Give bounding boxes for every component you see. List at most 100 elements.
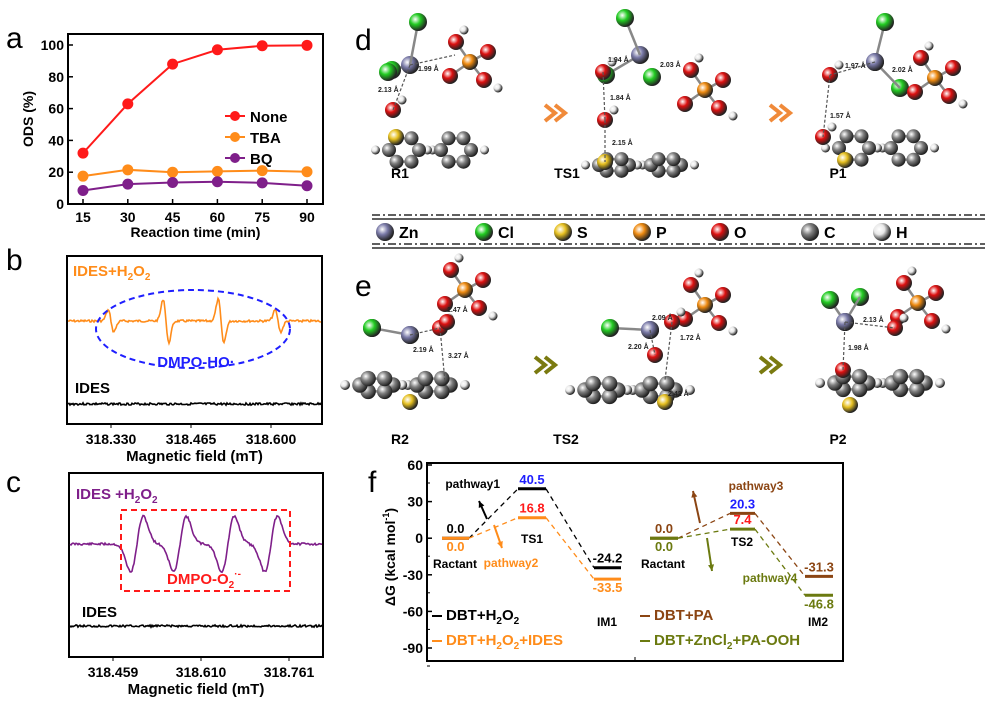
arrow-icon xyxy=(553,103,569,123)
atom-p xyxy=(697,297,713,313)
bond-distance xyxy=(664,321,673,381)
arrowhead-icon xyxy=(691,491,698,498)
atom-cl xyxy=(475,223,493,241)
data-point-tba xyxy=(301,166,313,178)
energy-value-label: -31.3 xyxy=(804,559,834,574)
atom-cl xyxy=(409,13,427,31)
atom-o xyxy=(945,60,961,76)
x-axis-label: Reaction time (min) xyxy=(131,224,261,240)
x-tick-label: 318.600 xyxy=(246,431,297,447)
y-tick-label: 80 xyxy=(48,69,64,85)
atom-c xyxy=(585,375,601,392)
state-label: Ractant xyxy=(641,557,685,571)
atom-c xyxy=(851,368,868,385)
panel-label-c: c xyxy=(6,466,21,499)
x-axis-label: Magnetic field (mT) xyxy=(128,681,265,698)
bond-distance xyxy=(409,327,441,336)
atom-h xyxy=(460,380,470,390)
bond-distance xyxy=(829,61,876,76)
atom-h xyxy=(827,122,837,132)
pathway-label: pathway2 xyxy=(484,556,539,570)
x-tick-label: 318.761 xyxy=(264,664,315,680)
atom-c xyxy=(404,154,419,169)
energy-value-label: 0.0 xyxy=(655,521,673,536)
atom-h xyxy=(815,378,825,388)
atom-o xyxy=(475,272,491,288)
atom-o xyxy=(907,84,923,100)
atom-h xyxy=(685,385,695,395)
arrowhead-icon xyxy=(497,541,503,548)
atom-s xyxy=(388,129,404,145)
atom-h xyxy=(581,160,590,170)
atom-c xyxy=(614,152,629,167)
energy-value-label: -24.2 xyxy=(593,551,623,566)
bond-length-label: 3.27 Å xyxy=(448,351,469,360)
energy-value-label: 0.0 xyxy=(446,521,464,536)
atom-legend-label-o: O xyxy=(734,225,746,242)
atom-cl xyxy=(363,319,381,337)
atom-h xyxy=(728,326,738,336)
arrow-icon xyxy=(768,103,784,123)
atom-o xyxy=(924,313,940,329)
atom-h xyxy=(690,160,699,170)
atom-c xyxy=(376,383,393,400)
atom-h xyxy=(941,324,951,334)
atom-c xyxy=(892,368,909,385)
y-tick-label: 40 xyxy=(48,132,64,148)
bond-length-label: 2.20 Å xyxy=(628,342,649,351)
structure-label-ts2: TS2 xyxy=(553,431,579,447)
series-label-ides-h2o2: IDES +H2O2 xyxy=(76,486,158,506)
atom-s xyxy=(842,397,858,413)
panel-label-f: f xyxy=(368,466,377,499)
atom-h xyxy=(371,145,380,155)
atom-o xyxy=(476,72,492,88)
atom-c xyxy=(909,368,925,385)
spectrum-ides-h2o2 xyxy=(67,296,322,346)
atom-h xyxy=(821,143,830,153)
data-point-tba xyxy=(211,165,223,177)
atom-p xyxy=(462,54,478,70)
atom-h xyxy=(493,83,503,93)
arrowhead-icon xyxy=(708,564,715,571)
energy-value-label: 0.0 xyxy=(655,539,673,554)
data-point-tba xyxy=(122,164,134,176)
atom-c xyxy=(666,152,681,167)
atom-c xyxy=(412,143,426,157)
atom-c xyxy=(666,163,681,178)
x-tick-label: 45 xyxy=(165,209,181,225)
structures-e: 1.47 Å 2.19 Å 3.27 Å R2 2.09 Å 2.20 Å 1.72 Å 2.… xyxy=(340,253,951,447)
bond-length-label: 1.94 Å xyxy=(608,55,629,64)
legend-label: DBT+H2O2+IDES xyxy=(446,632,563,652)
bond-distance xyxy=(602,71,606,121)
atom-legend-label-c: C xyxy=(824,225,836,242)
atom-h xyxy=(899,313,909,323)
series-label-ides: IDES xyxy=(82,604,117,621)
pathway-label: pathway1 xyxy=(445,477,500,491)
atom-c xyxy=(854,129,869,144)
x-tick-label: 318.459 xyxy=(88,664,139,680)
arrow-icon xyxy=(768,355,784,375)
atom-o xyxy=(437,296,453,312)
dmpo-o2-highlight xyxy=(120,509,291,592)
bond-length-label: 1.72 Å xyxy=(680,333,701,342)
atom-o xyxy=(442,68,458,84)
legend-label: BQ xyxy=(250,151,273,168)
atom-h xyxy=(728,111,738,121)
pathway-connector xyxy=(545,517,595,580)
arrow-icon xyxy=(543,103,559,123)
structures-d: 1.99 Å 2.13 Å R1 1.94 Å 2.03 Å 1.84 Å 2.15 Å TS… xyxy=(371,9,968,181)
atom-legend-label-cl: Cl xyxy=(498,225,514,242)
bond-distance xyxy=(844,321,896,329)
series-line-none xyxy=(82,44,308,154)
data-point-none xyxy=(211,44,223,56)
y-tick-label: 60 xyxy=(48,101,64,117)
atom-legend-label-zn: Zn xyxy=(399,225,419,242)
legend-label: DBT+ZnCl2+PA-OOH xyxy=(654,632,800,652)
atom-h xyxy=(454,253,464,263)
bond-length-label: 2.19 Å xyxy=(413,345,434,354)
atom-c xyxy=(434,383,450,400)
legend-label: TBA xyxy=(250,130,281,147)
atom-p xyxy=(697,82,713,98)
atom-c xyxy=(464,143,478,157)
